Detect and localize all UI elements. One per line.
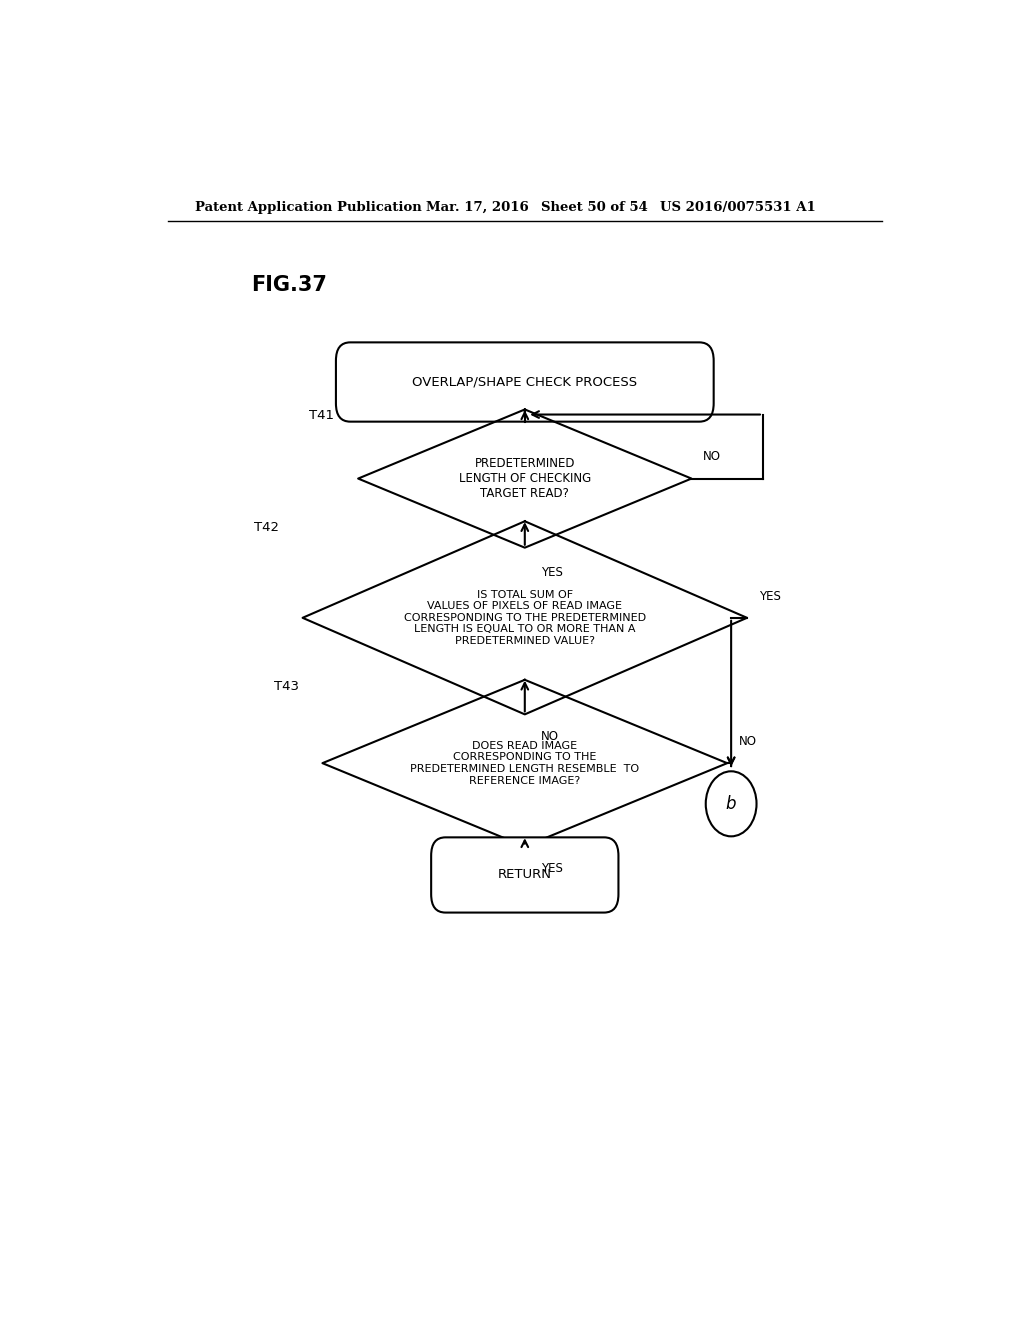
Text: YES: YES	[541, 566, 562, 579]
Text: NO: NO	[541, 730, 559, 743]
Text: DOES READ IMAGE
CORRESPONDING TO THE
PREDETERMINED LENGTH RESEMBLE  TO
REFERENCE: DOES READ IMAGE CORRESPONDING TO THE PRE…	[411, 741, 639, 785]
Text: NO: NO	[739, 735, 757, 748]
Text: Sheet 50 of 54: Sheet 50 of 54	[541, 201, 647, 214]
Text: YES: YES	[759, 590, 780, 602]
Text: T42: T42	[254, 521, 279, 535]
Text: PREDETERMINED
LENGTH OF CHECKING
TARGET READ?: PREDETERMINED LENGTH OF CHECKING TARGET …	[459, 457, 591, 500]
FancyBboxPatch shape	[431, 837, 618, 912]
Text: FIG.37: FIG.37	[251, 276, 327, 296]
Text: T41: T41	[309, 409, 334, 422]
Text: b: b	[726, 795, 736, 813]
Text: T43: T43	[273, 680, 299, 693]
Text: RETURN: RETURN	[498, 869, 552, 882]
Text: YES: YES	[541, 862, 562, 875]
Text: US 2016/0075531 A1: US 2016/0075531 A1	[659, 201, 815, 214]
Text: OVERLAP/SHAPE CHECK PROCESS: OVERLAP/SHAPE CHECK PROCESS	[413, 375, 637, 388]
Text: IS TOTAL SUM OF
VALUES OF PIXELS OF READ IMAGE
CORRESPONDING TO THE PREDETERMINE: IS TOTAL SUM OF VALUES OF PIXELS OF READ…	[403, 590, 646, 645]
Text: Mar. 17, 2016: Mar. 17, 2016	[426, 201, 528, 214]
FancyBboxPatch shape	[336, 342, 714, 421]
Text: NO: NO	[703, 450, 721, 463]
Text: Patent Application Publication: Patent Application Publication	[196, 201, 422, 214]
